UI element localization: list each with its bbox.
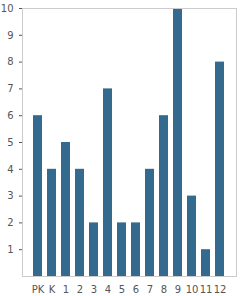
svg-text:7: 7 — [7, 83, 13, 94]
svg-text:1: 1 — [63, 284, 69, 295]
svg-text:7: 7 — [147, 284, 153, 295]
svg-text:12: 12 — [214, 284, 227, 295]
svg-text:4: 4 — [7, 164, 13, 175]
svg-text:5: 5 — [7, 137, 13, 148]
svg-text:6: 6 — [133, 284, 139, 295]
svg-text:2: 2 — [77, 284, 83, 295]
svg-text:6: 6 — [7, 110, 13, 121]
svg-text:8: 8 — [161, 284, 167, 295]
svg-text:10: 10 — [186, 284, 199, 295]
svg-text:1: 1 — [7, 244, 13, 255]
svg-text:2: 2 — [7, 217, 13, 228]
svg-text:10: 10 — [1, 3, 14, 14]
svg-text:8: 8 — [7, 56, 13, 67]
svg-text:9: 9 — [7, 30, 13, 41]
svg-text:PK: PK — [32, 284, 45, 295]
svg-text:3: 3 — [91, 284, 97, 295]
svg-text:K: K — [49, 284, 56, 295]
svg-text:11: 11 — [200, 284, 213, 295]
svg-text:9: 9 — [175, 284, 181, 295]
svg-text:4: 4 — [105, 284, 111, 295]
svg-text:3: 3 — [7, 190, 13, 201]
svg-text:5: 5 — [119, 284, 125, 295]
